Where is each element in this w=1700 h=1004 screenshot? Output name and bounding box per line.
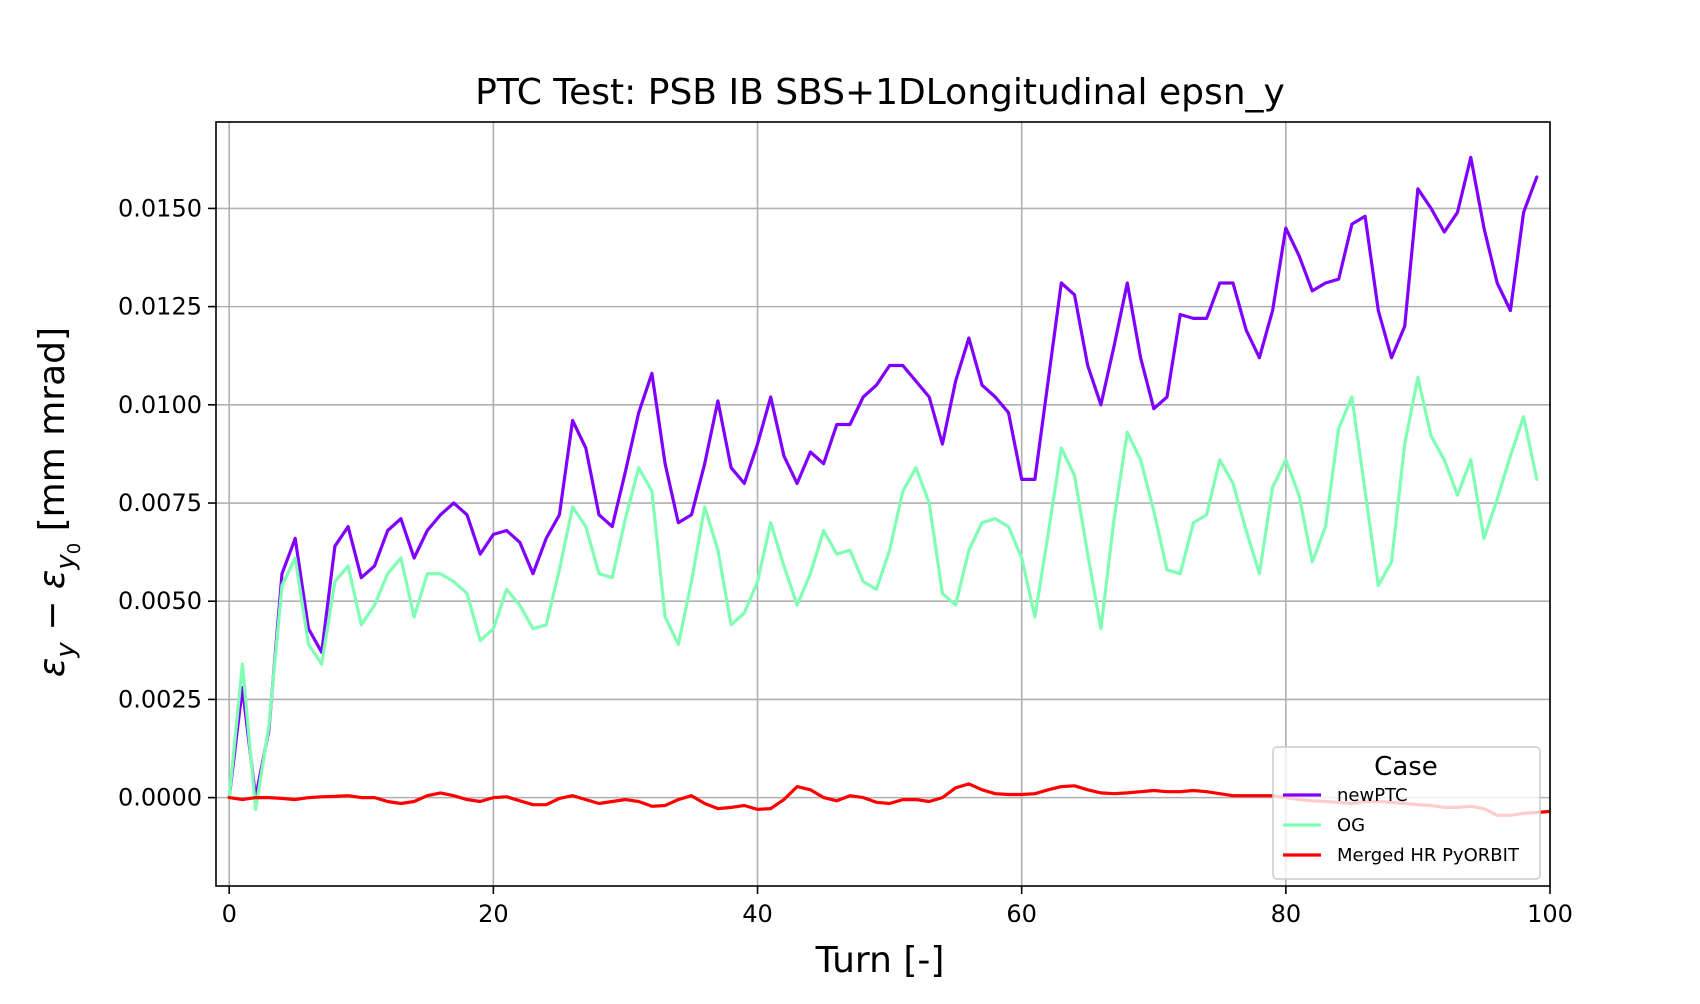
y-axis-title-sub1: y (51, 642, 81, 659)
y-tick-label: 0.0125 (118, 293, 202, 321)
y-axis-title-sub2: y (51, 554, 81, 571)
y-axis-title-minus: − (32, 589, 73, 642)
x-tick-label: 20 (478, 900, 509, 928)
legend-label: OG (1337, 815, 1365, 836)
chart-title: PTC Test: PSB IB SBS+1DLongitudinal epsn… (475, 72, 1285, 113)
legend-box (1272, 746, 1541, 880)
y-axis-title-eps1: ε (32, 658, 73, 677)
legend-label: Merged HR PyORBIT (1337, 845, 1520, 866)
plot-frame (215, 121, 1551, 887)
y-tick-label: 0.0000 (118, 784, 202, 812)
y-tick-label: 0.0050 (118, 587, 202, 615)
y-axis-title-unit: [mm mrad] (32, 327, 73, 543)
y-axis-title: εy − εy0 [mm mrad] (32, 327, 85, 677)
y-tick-label: 0.0025 (118, 685, 202, 713)
x-tick-label: 80 (1271, 900, 1302, 928)
x-tick-label: 60 (1006, 900, 1037, 928)
y-axis-title-eps2: ε (32, 570, 73, 589)
y-axis: 0.0000 0.0025 0.0050 0.0075 0.0100 0.0125 0.01… (118, 194, 216, 812)
legend-title: Case (1374, 752, 1438, 782)
y-axis-title-sub3: 0 (64, 543, 85, 554)
legend-entries: newPTC OG Merged HR PyORBIT (1283, 785, 1520, 866)
series-lines (227, 155, 1550, 817)
x-axis-title: Turn [-] (815, 940, 945, 981)
x-tick-label: 0 (222, 900, 237, 928)
x-tick-label: 40 (742, 900, 773, 928)
series-line-og (227, 375, 1539, 812)
series-line-newptc (227, 155, 1539, 800)
legend-label: newPTC (1337, 785, 1408, 806)
y-tick-label: 0.0075 (118, 489, 202, 517)
legend: Case newPTC OG Merged HR PyORBIT (1272, 746, 1541, 880)
y-tick-label: 0.0150 (118, 194, 202, 222)
y-tick-label: 0.0100 (118, 391, 202, 419)
x-tick-label: 100 (1527, 900, 1573, 928)
x-axis: 0 20 40 60 80 100 (222, 886, 1573, 928)
